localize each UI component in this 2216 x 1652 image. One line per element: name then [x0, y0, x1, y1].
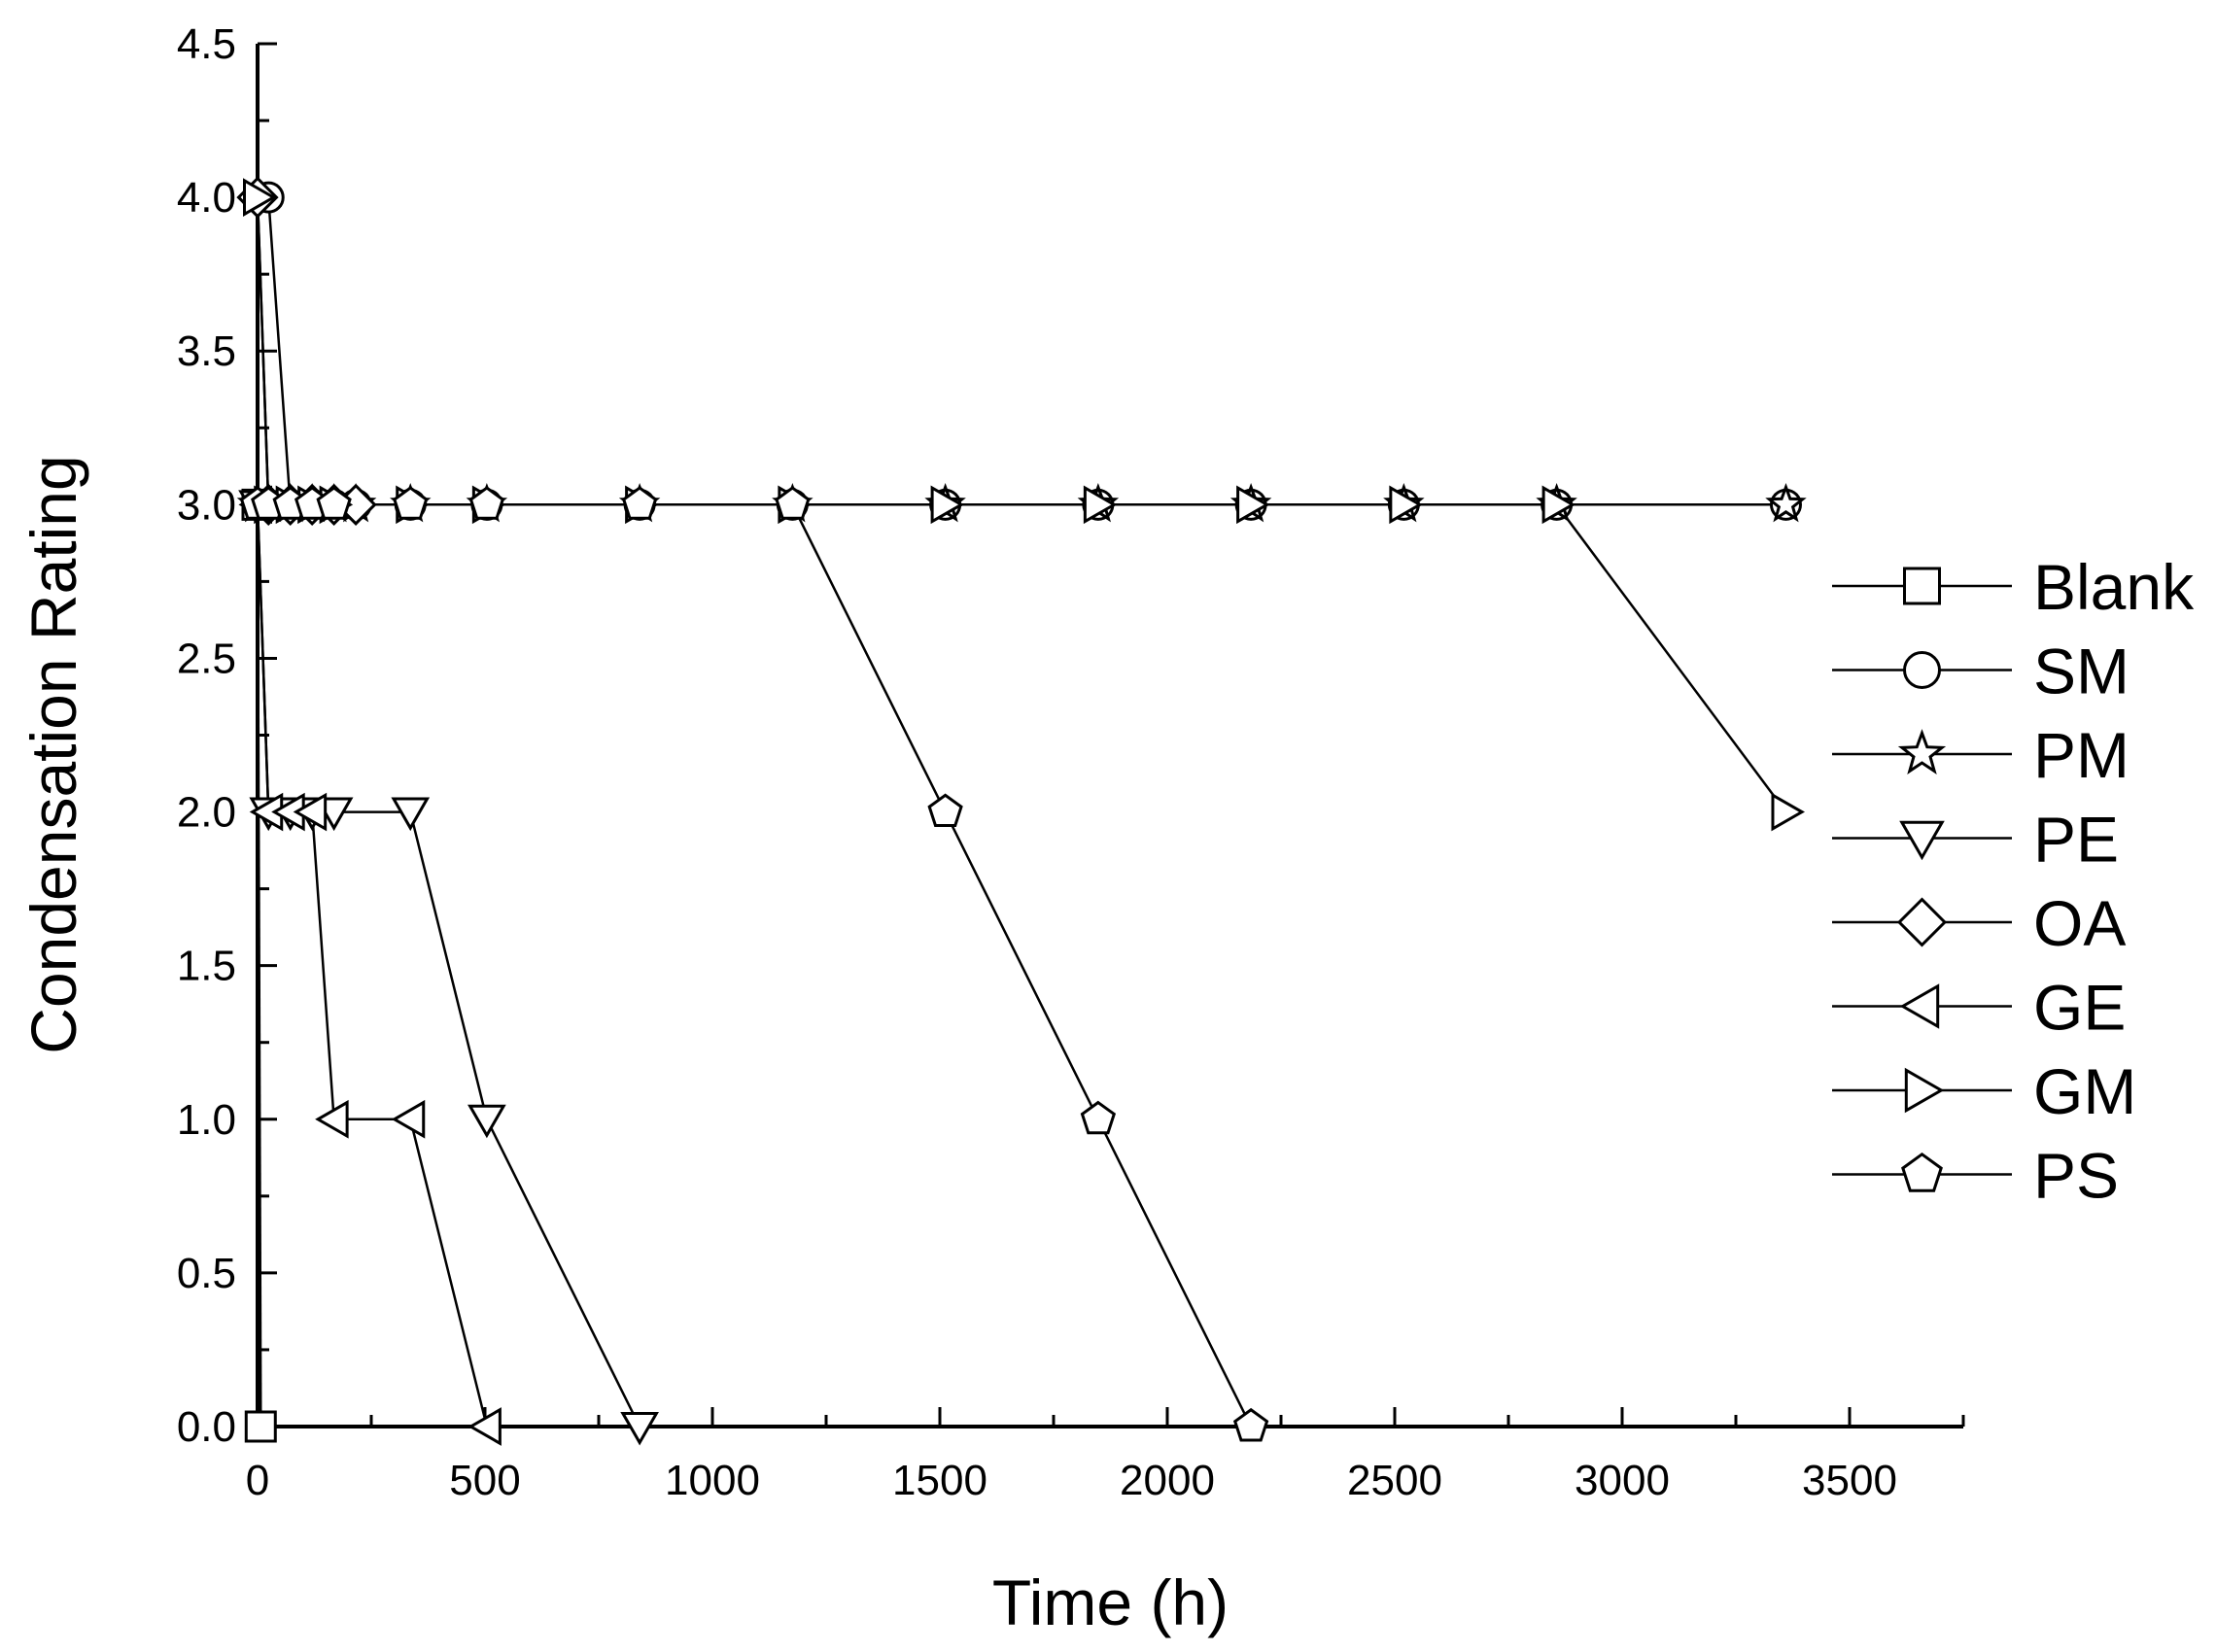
legend-marker-pm [1897, 729, 1947, 774]
legend-marker-ge [1899, 983, 1940, 1029]
data-point-ge [467, 1407, 502, 1446]
legend-item-oa: OA [1832, 887, 2126, 959]
legend-label: GE [2033, 972, 2126, 1044]
x-tick-label: 1500 [892, 1457, 987, 1504]
series-markers [236, 176, 1807, 1446]
data-point-ps [468, 486, 505, 520]
legend-marker-pe [1899, 820, 1945, 861]
x-tick-label: 3000 [1575, 1457, 1670, 1504]
data-point-pm [1765, 483, 1807, 523]
y-tick-label: 1.0 [177, 1096, 236, 1144]
y-tick-label: 0.0 [177, 1403, 236, 1451]
data-point-blank [244, 1410, 277, 1443]
data-point-ps [621, 486, 658, 520]
legend-item-pm: PM [1832, 719, 2129, 791]
data-point-ps [927, 793, 963, 828]
x-axis-title: Time (h) [992, 1566, 1229, 1638]
data-point-pe [391, 797, 431, 832]
legend-label: OA [2033, 887, 2126, 959]
legend-label: GM [2033, 1055, 2136, 1127]
x-tick-label: 2500 [1347, 1457, 1442, 1504]
legend-item-pe: PE [1832, 804, 2119, 876]
y-tick-label: 3.0 [177, 481, 236, 529]
x-tick-label: 2000 [1120, 1457, 1215, 1504]
y-tick-label: 4.0 [177, 174, 236, 222]
legend-marker-oa [1896, 897, 1948, 947]
data-point-ps [775, 486, 811, 520]
data-point-ps [1080, 1100, 1117, 1135]
data-point-gm [1236, 485, 1270, 525]
legend-marker-ps [1901, 1152, 1943, 1192]
legend-item-gm: GM [1832, 1055, 2136, 1127]
data-point-gm [1771, 792, 1805, 832]
legend-label: PS [2033, 1140, 2119, 1212]
data-point-gm [930, 485, 965, 525]
y-tick-label: 4.5 [177, 20, 236, 68]
legend-item-ge: GE [1832, 972, 2126, 1044]
legend-marker-blank [1903, 567, 1941, 605]
y-axis-title: Condensation Rating [17, 455, 89, 1053]
data-point-gm [1389, 485, 1423, 525]
data-point-pe [620, 1412, 659, 1446]
data-point-pe [467, 1104, 506, 1139]
legend-label: PM [2033, 719, 2129, 791]
data-point-ps [393, 486, 429, 520]
data-point-gm [243, 178, 277, 217]
legend-item-sm: SM [1832, 636, 2129, 707]
legend-marker-sm [1903, 651, 1941, 689]
legend-label: PE [2033, 804, 2119, 876]
data-point-ge [391, 1099, 426, 1139]
legend-item-ps: PS [1832, 1140, 2119, 1212]
data-point-ps [316, 486, 352, 520]
data-point-ge [293, 792, 328, 832]
series-line-blank [256, 504, 262, 1428]
y-tick-label: 1.5 [177, 943, 236, 990]
x-tick-label: 0 [246, 1457, 269, 1504]
data-point-gm [1541, 485, 1576, 525]
legend-label: Blank [2033, 551, 2195, 623]
data-point-ge [315, 1099, 349, 1139]
x-tick-label: 500 [449, 1457, 520, 1504]
legend-marker-gm [1904, 1067, 1945, 1114]
x-tick-label: 3500 [1802, 1457, 1897, 1504]
y-tick-label: 2.5 [177, 635, 236, 682]
data-point-ps [1232, 1407, 1269, 1442]
axes: 0 500 1000 1500 2000 2500 3000 3500 0.0 0.5 1.0 1.5… [177, 20, 1965, 1504]
y-tick-label: 3.5 [177, 327, 236, 375]
y-tick-label: 0.5 [177, 1250, 236, 1297]
legend-label: SM [2033, 636, 2129, 707]
legend: Blank SM PM PE OA GE GM PS [1832, 551, 2195, 1212]
data-point-gm [1083, 485, 1118, 525]
y-tick-label: 2.0 [177, 789, 236, 837]
legend-item-blank: Blank [1832, 551, 2195, 623]
x-tick-label: 1000 [665, 1457, 760, 1504]
